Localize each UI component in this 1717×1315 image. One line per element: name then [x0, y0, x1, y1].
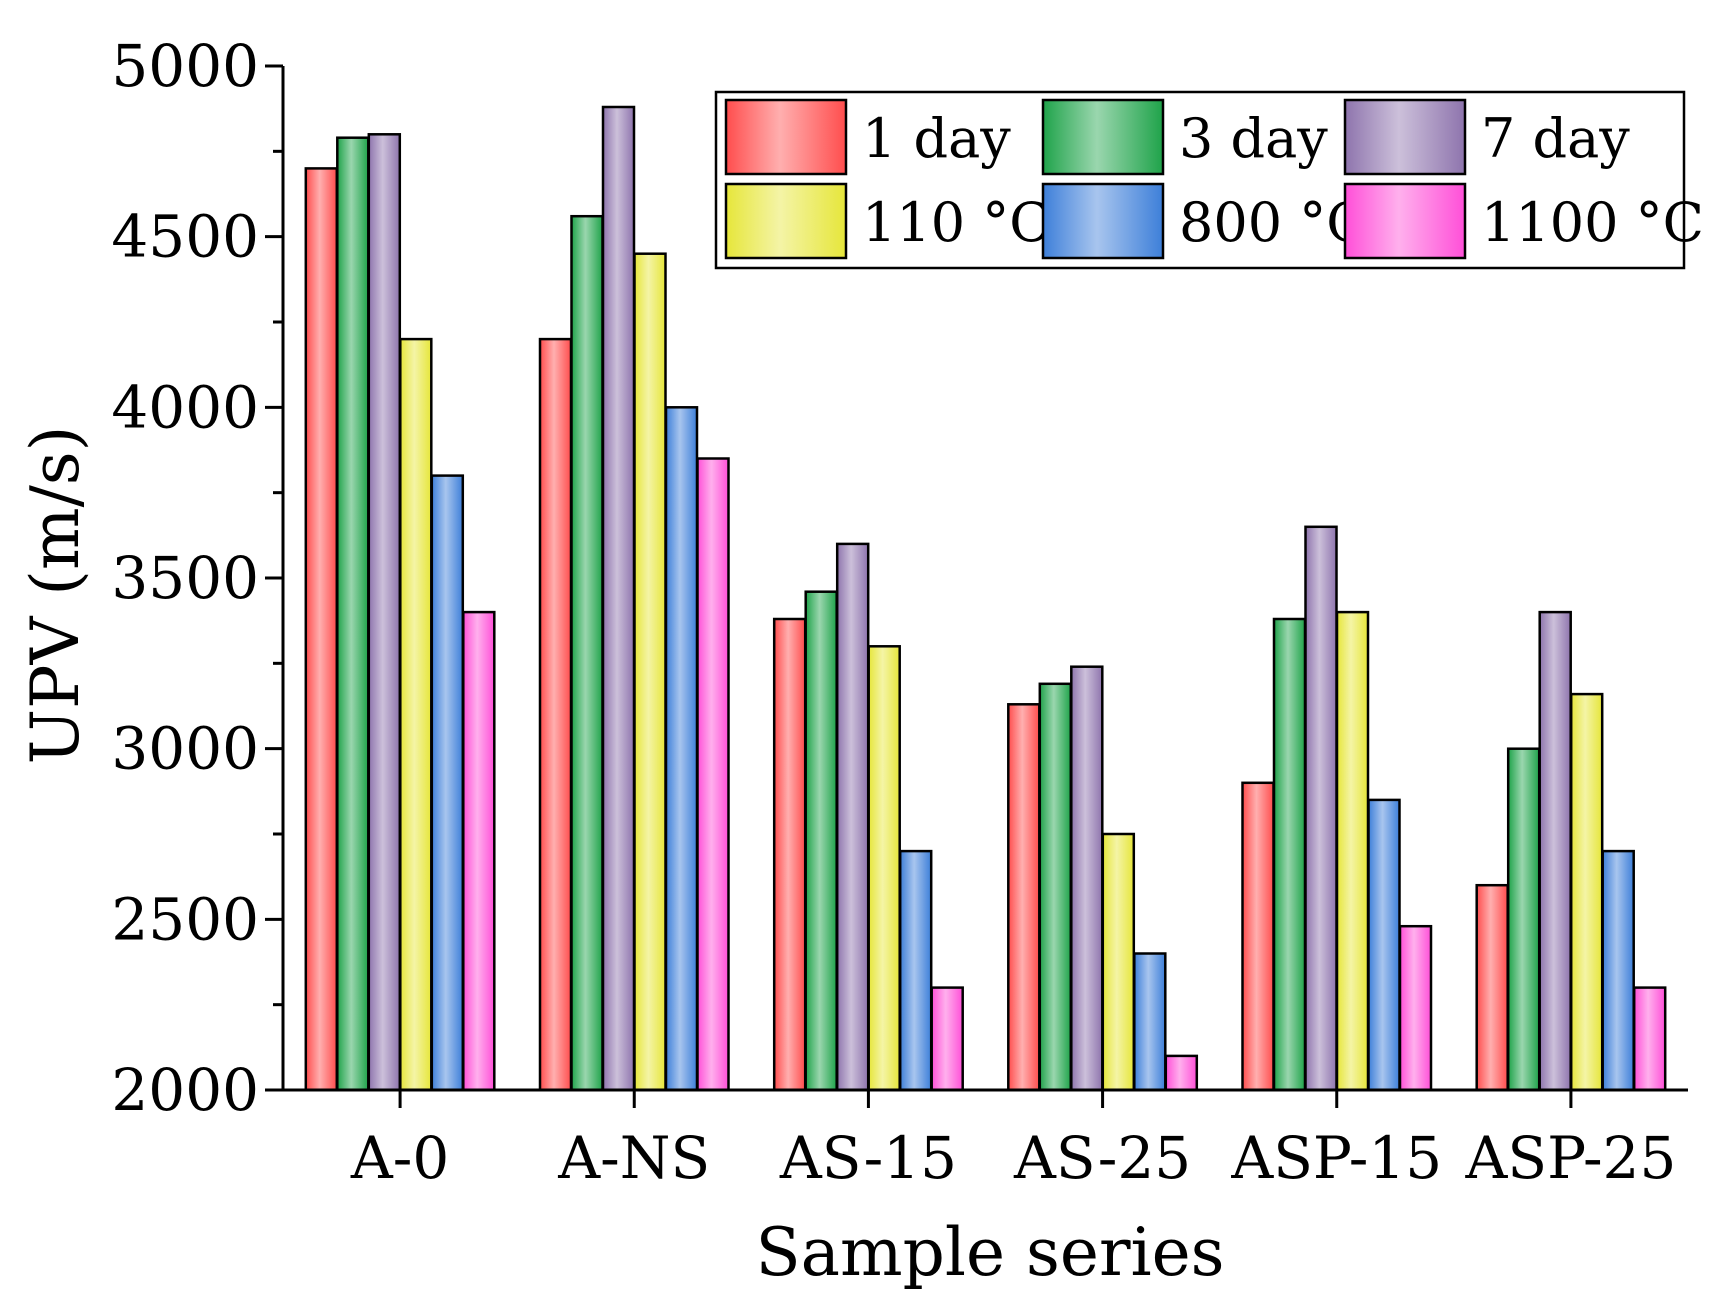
x-tick-label: A-NS	[557, 1124, 710, 1192]
bar-A-0-7 day	[367, 133, 402, 1092]
bar-AS-15-1100 °C	[930, 986, 964, 1092]
legend-swatch	[724, 182, 848, 260]
axes-layer: 2000 2500 3000 3500 4000 4500 5000 A-0 A-NS AS-15…	[111, 32, 1688, 1192]
x-tick-label: AS-15	[779, 1124, 957, 1192]
legend-swatch	[1343, 182, 1467, 260]
legend-swatch	[1343, 98, 1467, 176]
bar-AS-15-1 day	[772, 617, 807, 1092]
bar-A-NS-800 °C	[664, 406, 699, 1092]
bar-ASP-15-3 day	[1272, 617, 1307, 1092]
bar-A-0-3 day	[336, 136, 370, 1092]
x-axis-title: Sample series	[755, 1214, 1224, 1291]
legend-label: 110 °C	[862, 191, 1051, 254]
bar-ASP-15-1100 °C	[1398, 924, 1433, 1092]
legend-frame	[714, 90, 1686, 270]
bar-ASP-15-110 °C	[1335, 610, 1370, 1092]
legend-label: 7 day	[1481, 107, 1630, 170]
bar-ASP-25-1100 °C	[1632, 986, 1667, 1092]
y-tick-label: 2500	[111, 885, 259, 953]
bar-AS-15-7 day	[835, 542, 870, 1092]
bar-ASP-15-800 °C	[1367, 798, 1401, 1092]
bar-A-0-800 °C	[430, 474, 465, 1092]
bar-ASP-25-800 °C	[1601, 849, 1635, 1092]
bar-A-NS-1100 °C	[696, 457, 730, 1092]
bar-ASP-15-7 day	[1304, 525, 1338, 1092]
bar-AS-25-1100 °C	[1164, 1054, 1199, 1092]
legend-swatch	[1041, 182, 1165, 260]
x-tick-label: AS-25	[1013, 1124, 1191, 1192]
x-tick-label: A-0	[350, 1124, 449, 1192]
bar-AS-25-110 °C	[1101, 832, 1136, 1092]
legend-swatch	[1041, 98, 1165, 176]
bar-A-NS-1 day	[538, 337, 573, 1092]
y-tick-label: 3500	[111, 544, 259, 612]
bar-A-NS-3 day	[570, 214, 604, 1092]
bar-AS-25-1 day	[1007, 703, 1041, 1092]
bar-A-0-1 day	[304, 167, 339, 1092]
bar-A-NS-7 day	[601, 105, 636, 1092]
y-axis-title: UPV (m/s)	[17, 426, 94, 765]
legend: 1 day 3 day 7 day 110 °C 800 °C 1100 °C	[714, 90, 1704, 270]
y-tick-label: 3000	[111, 715, 259, 783]
bars-layer	[304, 105, 1667, 1092]
legend-label: 3 day	[1179, 107, 1328, 170]
bar-ASP-25-1 day	[1475, 883, 1509, 1092]
bar-A-NS-110 °C	[633, 252, 667, 1092]
bar-A-0-1100 °C	[462, 610, 496, 1092]
bar-ASP-25-110 °C	[1569, 692, 1604, 1092]
y-tick-label: 4000	[111, 373, 259, 441]
bar-ASP-25-3 day	[1506, 747, 1541, 1092]
y-tick-label: 2000	[111, 1056, 259, 1124]
bar-AS-25-7 day	[1070, 665, 1104, 1092]
bar-AS-15-110 °C	[867, 645, 901, 1092]
bar-AS-15-3 day	[804, 590, 838, 1092]
x-tick-label: ASP-25	[1464, 1124, 1676, 1192]
bar-AS-25-3 day	[1038, 682, 1073, 1092]
bar-ASP-25-7 day	[1538, 610, 1572, 1092]
bar-ASP-15-1 day	[1241, 781, 1275, 1092]
legend-swatch	[724, 98, 848, 176]
x-tick-label: ASP-15	[1230, 1124, 1442, 1192]
bar-AS-25-800 °C	[1133, 952, 1167, 1092]
legend-label: 1 day	[862, 107, 1011, 170]
y-tick-label: 5000	[111, 32, 259, 100]
y-tick-label: 4500	[111, 203, 259, 271]
bar-AS-15-800 °C	[898, 849, 933, 1092]
legend-label: 800 °C	[1179, 191, 1368, 254]
bar-A-0-110 °C	[399, 337, 433, 1092]
legend-label: 1100 °C	[1481, 191, 1704, 254]
